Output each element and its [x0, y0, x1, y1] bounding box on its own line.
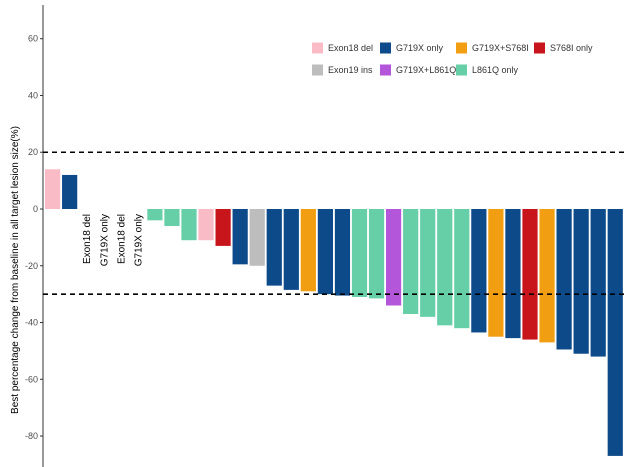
bar [437, 209, 453, 326]
bar [249, 209, 265, 266]
bar [471, 209, 487, 333]
legend-label: G719X+S768I [472, 43, 529, 53]
y-ticks: 60 40 20 0 -20 -40 -60 -80 [25, 34, 43, 441]
bar [351, 209, 368, 297]
bar [539, 209, 555, 343]
legend-swatch [312, 64, 323, 76]
bar [454, 209, 470, 329]
bar [368, 209, 385, 299]
bar [522, 209, 538, 340]
bar [488, 209, 504, 337]
legend-label: L861Q only [472, 65, 519, 75]
bar [164, 209, 180, 227]
y-tick-label: 0 [33, 204, 38, 214]
legend-label: G719X+L861Q [396, 65, 456, 75]
bars-layer [45, 169, 623, 456]
bar-annotation: G719X only [99, 214, 110, 266]
bar [283, 209, 299, 290]
legend-label: S768I only [550, 43, 593, 53]
legend-swatch [312, 42, 323, 54]
bar [198, 209, 214, 241]
legend-swatch [380, 64, 391, 76]
bar [215, 209, 231, 246]
bar [556, 209, 572, 350]
y-tick-label: -80 [25, 431, 38, 441]
bar-annotation: Exon18 del [116, 214, 127, 264]
bar [181, 209, 197, 241]
legend-swatch [534, 42, 545, 54]
legend-label: Exon18 del [328, 43, 373, 53]
legend-swatch [380, 42, 391, 54]
bar-annotation: Exon18 del [82, 214, 93, 264]
bar [334, 209, 351, 296]
y-tick-label: -60 [25, 374, 38, 384]
bar [505, 209, 521, 339]
legend-swatch [456, 64, 467, 76]
bar [300, 209, 316, 292]
legend: Exon18 del G719X only G719X+S768I S768I onl… [312, 42, 593, 76]
bar [573, 209, 589, 354]
bar-annotations: Exon18 del G719X only Exon18 del G719X only [82, 214, 144, 266]
bar [62, 174, 78, 209]
bar [45, 169, 61, 209]
y-tick-label: -20 [25, 261, 38, 271]
bar [266, 209, 282, 286]
legend-label: Exon19 ins [328, 65, 373, 75]
y-tick-label: -40 [25, 318, 38, 328]
legend-swatch [456, 42, 467, 54]
legend-label: G719X only [396, 43, 444, 53]
bar [590, 209, 606, 357]
bar [420, 209, 436, 317]
bar [607, 209, 623, 456]
bar [317, 209, 333, 295]
y-tick-label: 40 [28, 90, 38, 100]
bar [386, 209, 402, 306]
y-axis-label: Best percentage change from baseline in … [10, 126, 21, 414]
bar [147, 209, 163, 221]
y-tick-label: 20 [28, 147, 38, 157]
reference-lines [43, 151, 624, 295]
bar [403, 209, 419, 315]
bar [232, 209, 248, 265]
y-tick-label: 60 [28, 34, 38, 44]
bar-annotation: G719X only [133, 214, 144, 266]
